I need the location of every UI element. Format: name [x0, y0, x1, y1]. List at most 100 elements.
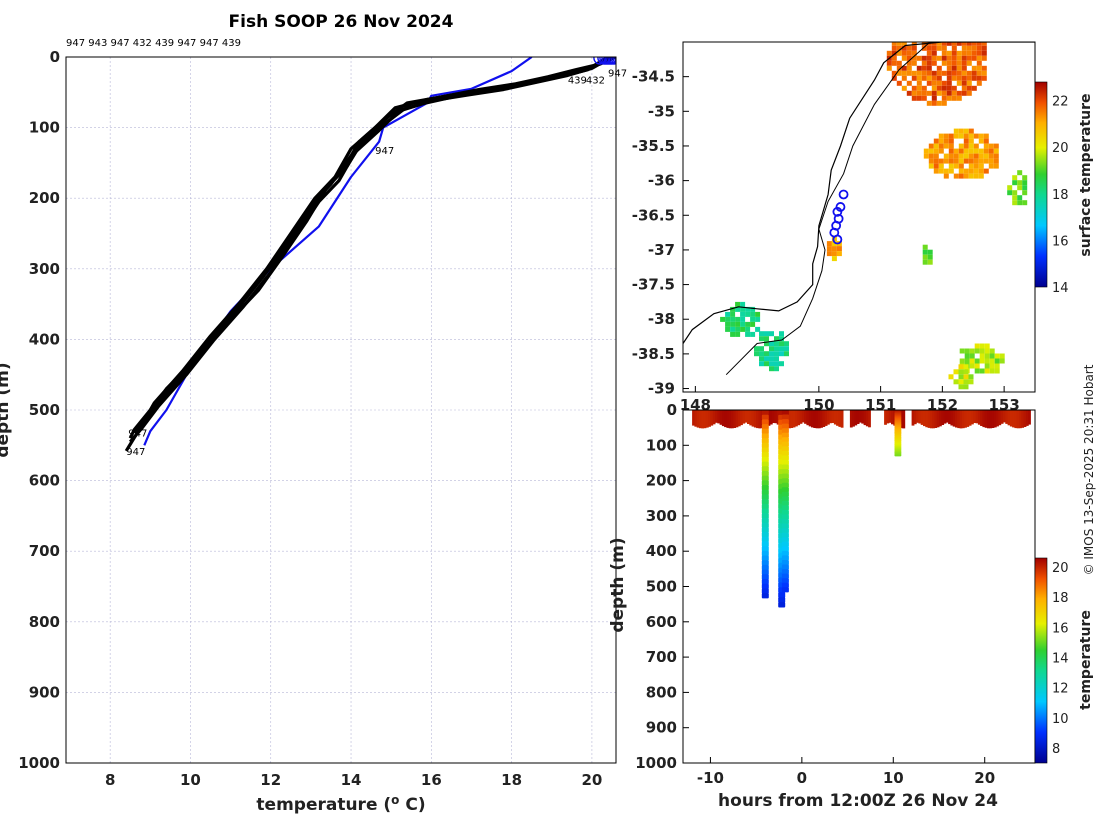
map-sst-cell: [946, 60, 952, 66]
section-cast-cell: [761, 513, 769, 519]
map-sst-cell: [946, 95, 952, 101]
section-surface-cell: [731, 410, 734, 429]
map-sst-cell: [933, 138, 939, 144]
section-cast-cell: [761, 583, 769, 589]
section-surface-cell: [751, 410, 755, 427]
map-sst-cell: [891, 70, 897, 76]
section-y-tick-label: 0: [667, 401, 677, 419]
map-colorbar-tick-label: 18: [1052, 188, 1069, 203]
section-y-tick-label: 200: [646, 472, 677, 490]
section-surface-cell: [721, 410, 725, 427]
profile-y-tick-label: 600: [29, 472, 60, 490]
map-sst-cell: [974, 358, 980, 364]
map-sst-cell: [911, 60, 917, 66]
section-surface-cell: [891, 410, 894, 425]
map-sst-cell: [769, 361, 774, 367]
map-y-tick-label: -37.5: [632, 276, 675, 294]
map-sst-cell: [943, 158, 949, 164]
map-sst-cell: [784, 341, 789, 347]
section-surface-cell: [993, 410, 997, 428]
section-cast-cell: [761, 475, 769, 481]
section-cast-cell: [781, 473, 789, 479]
map-sst-cell: [947, 21, 952, 26]
map-sst-cell: [971, 70, 977, 76]
map-sst-cell: [953, 128, 959, 134]
section-surface-cell: [1016, 410, 1020, 429]
map-sst-cell: [1017, 180, 1023, 186]
map-sst-cell: [735, 326, 741, 332]
map-sst-cell: [978, 163, 984, 169]
map-sst-cell: [831, 251, 837, 257]
section-surface-cell: [769, 410, 773, 425]
map-sst-cell: [774, 341, 779, 347]
section-cast-cell: [781, 432, 789, 438]
map-sst-cell: [969, 353, 975, 359]
map-sst-cell: [911, 75, 917, 81]
map-sst-cell: [754, 346, 759, 352]
map-sst-cell: [956, 50, 962, 56]
map-sst-cell: [971, 55, 977, 61]
map-sst-cell: [937, 26, 942, 31]
map-sst-cell: [966, 50, 972, 56]
map-sst-cell: [740, 321, 746, 327]
map-sst-cell: [946, 80, 952, 86]
map-sst-cell: [730, 316, 736, 322]
map-sst-cell: [981, 70, 987, 76]
section-cast-cell: [778, 592, 786, 598]
map-sst-cell: [956, 60, 962, 66]
map-sst-cell: [948, 138, 954, 144]
section-surface-cell: [717, 410, 721, 424]
map-sst-cell: [957, 21, 962, 26]
map-sst-cell: [735, 316, 741, 322]
map-sst-cell: [958, 133, 964, 139]
section-surface-cell: [744, 410, 748, 423]
map-sst-cell: [906, 65, 912, 71]
map-sst-cell: [907, 36, 912, 41]
map-sst-cell: [983, 138, 989, 144]
map-sst-cell: [906, 50, 912, 56]
map-sst-cell: [745, 306, 751, 312]
map-sst-cell: [956, 80, 962, 86]
map-sst-cell: [891, 60, 897, 66]
map-sst-cell: [968, 163, 974, 169]
map-sst-cell: [963, 128, 969, 134]
section-surface-cell: [991, 410, 995, 428]
map-sst-cell: [971, 50, 977, 56]
map-sst-cell: [966, 75, 972, 81]
map-y-tick-label: -36: [648, 172, 675, 190]
profile-y-tick-label: 0: [50, 48, 60, 66]
map-sst-cell: [1012, 200, 1018, 206]
map-sst-cell: [952, 36, 957, 41]
map-sst-cell: [973, 148, 979, 154]
profile-end-label: 439: [568, 76, 587, 87]
map-sst-cell: [984, 363, 990, 369]
map-sst-cell: [769, 341, 774, 347]
map-sst-cell: [831, 236, 837, 242]
section-surface-cell: [902, 410, 906, 429]
section-surface-cell: [776, 410, 780, 425]
map-sst-cell: [755, 326, 761, 332]
map-sst-cell: [769, 351, 774, 357]
map-sst-cell: [993, 158, 999, 164]
section-surface-cell: [971, 410, 974, 425]
section-cast-cell: [781, 487, 789, 493]
map-sst-cell: [963, 384, 969, 390]
map-sst-cell: [958, 384, 964, 390]
map-sst-cell: [764, 356, 769, 362]
map-sst-cell: [963, 369, 969, 375]
map-sst-cell: [988, 163, 994, 169]
map-sst-cell: [963, 143, 969, 149]
map-sst-cell: [947, 31, 952, 36]
map-sst-cell: [946, 85, 952, 91]
section-cast-cell: [761, 546, 769, 552]
map-sst-cell: [941, 70, 947, 76]
map-sst-cell: [938, 158, 944, 164]
map-sst-cell: [926, 80, 932, 86]
section-cast-cell: [761, 480, 769, 486]
map-sst-cell: [941, 50, 947, 56]
section-cast-cell: [761, 428, 769, 435]
map-colorbar-tick-label: 20: [1052, 141, 1069, 156]
map-sst-cell: [784, 351, 789, 357]
map-sst-cell: [963, 138, 969, 144]
map-sst-cell: [989, 368, 995, 374]
